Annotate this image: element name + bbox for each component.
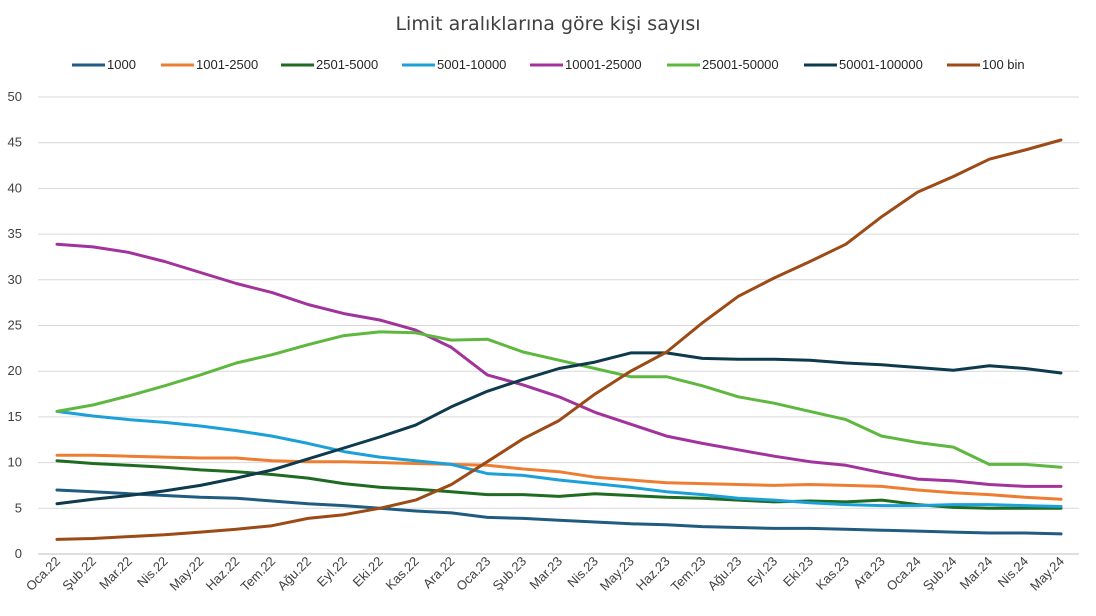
x-tick-label: Şub.22 [59,554,99,594]
series-lines [55,138,1063,541]
series-line-2 [55,459,1063,510]
series-line-5 [55,330,1063,469]
x-tick-label: Eki.22 [350,554,386,590]
x-tick-label: Kas.23 [813,554,852,593]
series-line-1 [55,453,1063,501]
x-tick-label: Ağu.22 [274,554,314,594]
x-tick-label: Nis.22 [134,554,171,591]
gridlines [38,96,1079,555]
y-tick-label: 15 [8,409,22,424]
legend: 1000 1001-2500 2501-5000 5001-10000 10001-25… [72,57,1025,72]
x-tick-label: May.23 [597,554,637,594]
x-tick-label: Oca.22 [23,554,63,594]
x-tick-label: Nis.24 [995,554,1032,591]
y-tick-label: 20 [8,363,22,378]
y-tick-label: 10 [8,455,22,470]
x-tick-label: Ağu.23 [705,554,745,594]
x-tick-label: May.24 [1027,554,1067,594]
x-tick-label: Mar.22 [96,554,135,593]
x-tick-label: Eyl.22 [314,554,350,590]
y-tick-label: 5 [15,500,22,515]
x-tick-label: Haz.23 [633,554,673,594]
y-tick-label: 0 [15,546,22,561]
x-tick-label: Mar.24 [957,554,996,593]
y-tick-label: 35 [8,226,22,241]
y-tick-label: 40 [8,180,22,195]
x-tick-label: Oca.23 [453,554,493,594]
legend-label: 50001-100000 [839,57,923,72]
x-tick-label: Tem.22 [238,554,279,595]
x-tick-label: May.22 [166,554,206,594]
x-tick-label: Ara.22 [420,554,458,592]
x-tick-label: Eyl.23 [744,554,780,590]
x-tick-label: Nis.23 [564,554,601,591]
series-line-0 [55,488,1063,536]
x-tick-label: Şub.23 [490,554,530,594]
legend-label: 1000 [107,57,136,72]
x-tick-label: Şub.24 [920,554,960,594]
y-axis-ticks: 0 5 10 15 20 25 30 35 40 45 50 [8,89,22,561]
legend-label: 10001-25000 [565,57,642,72]
y-tick-label: 45 [8,135,22,150]
x-tick-label: Oca.24 [883,554,923,594]
legend-label: 1001-2500 [196,57,258,72]
legend-label: 2501-5000 [316,57,378,72]
series-line-7 [55,138,1063,541]
x-tick-label: Mar.23 [526,554,565,593]
y-tick-label: 25 [8,318,22,333]
legend-label: 5001-10000 [437,57,506,72]
x-tick-label: Eki.23 [780,554,816,590]
x-tick-label: Haz.22 [203,554,243,594]
y-tick-label: 30 [8,272,22,287]
series-line-3 [55,409,1063,508]
x-tick-label: Kas.22 [382,554,421,593]
chart-title: Limit aralıklarına göre kişi sayısı [395,13,700,35]
x-tick-label: Ara.23 [850,554,888,592]
legend-label: 100 bin [982,57,1025,72]
y-tick-label: 50 [8,89,22,104]
x-tick-label: Tem.23 [668,554,709,595]
series-line-4 [55,242,1063,488]
series-line-6 [55,351,1063,506]
legend-label: 25001-50000 [702,57,779,72]
